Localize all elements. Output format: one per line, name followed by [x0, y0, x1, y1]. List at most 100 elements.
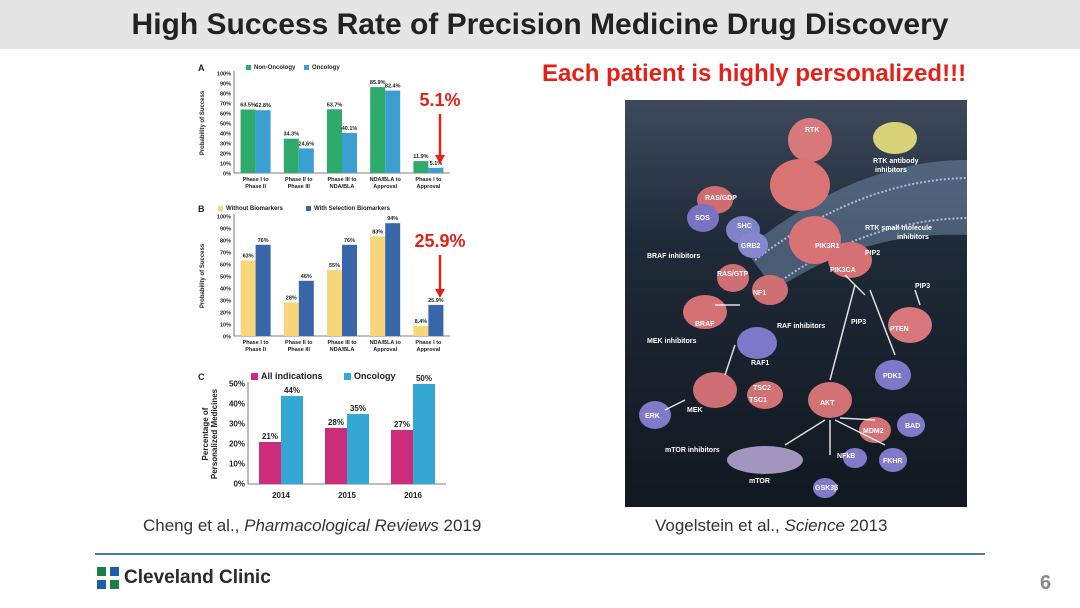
y-tick-label: 70%: [220, 102, 231, 108]
x-tick-label: NDA/BLA to: [370, 177, 402, 183]
right-citation-authors: Vogelstein et al.,: [655, 516, 785, 535]
bar: [370, 236, 386, 336]
y-tick-label: 20%: [220, 152, 231, 158]
svg-text:RTK: RTK: [805, 127, 819, 134]
left-citation-year: 2019: [438, 516, 482, 535]
data-label: 25.9%: [428, 298, 444, 304]
y-tick-label: 30%: [229, 420, 245, 429]
data-label: 63.7%: [327, 102, 343, 108]
svg-text:BAD: BAD: [905, 423, 920, 430]
right-citation-year: 2013: [844, 516, 888, 535]
data-label: 85.9%: [370, 80, 386, 86]
data-label: 27%: [394, 420, 410, 429]
svg-text:RAF1: RAF1: [751, 360, 769, 367]
y-tick-label: 90%: [220, 227, 231, 233]
data-label: 24.6%: [298, 141, 314, 147]
bar: [327, 270, 342, 336]
legend-label: All indications: [261, 371, 323, 381]
svg-text:MEK inhibitors: MEK inhibitors: [647, 338, 696, 345]
y-axis-label: Percentage of: [201, 407, 210, 460]
svg-text:BRAF inhibitors: BRAF inhibitors: [647, 253, 700, 260]
signaling-pathway-figure: RTK RTK antibody inhibitors RTK small-mo…: [625, 100, 967, 507]
y-tick-label: 50%: [229, 380, 245, 389]
data-label: 62.8%: [255, 103, 271, 109]
page-title: High Success Rate of Precision Medicine …: [131, 8, 949, 41]
svg-text:BRAF: BRAF: [695, 321, 715, 328]
left-citation-authors: Cheng et al.,: [143, 516, 245, 535]
y-tick-label: 90%: [220, 82, 231, 88]
highlight-value: 5.1%: [419, 90, 460, 110]
legend-swatch: [344, 373, 351, 380]
data-label: 83%: [372, 229, 383, 235]
legend-label: Oncology: [354, 371, 396, 381]
data-label: 76%: [344, 238, 355, 244]
y-tick-label: 100%: [217, 72, 231, 78]
right-citation: Vogelstein et al., Science 2013: [655, 516, 888, 536]
data-label: 5.1%: [430, 161, 443, 167]
x-tick-label: Phase I to: [243, 340, 270, 346]
cleveland-clinic-logo-icon: [97, 567, 119, 589]
y-tick-label: 80%: [220, 92, 231, 98]
y-tick-label: 60%: [220, 112, 231, 118]
bar: [370, 87, 386, 173]
data-label: 63%: [243, 253, 254, 259]
x-tick-label: Phase I to: [243, 177, 270, 183]
highlight-arrow-head: [435, 289, 445, 298]
y-tick-label: 80%: [220, 239, 231, 245]
svg-text:TSC2: TSC2: [753, 385, 771, 392]
y-tick-label: 40%: [229, 400, 245, 409]
y-axis-label: Probability of Success: [200, 243, 206, 308]
bar: [327, 109, 342, 173]
y-tick-label: 50%: [220, 275, 231, 281]
x-tick-label: Approval: [416, 184, 440, 190]
data-label: 76%: [258, 238, 269, 244]
y-tick-label: 30%: [220, 142, 231, 148]
x-tick-label: Phase II: [245, 347, 266, 353]
legend-label: Non-Oncology: [254, 65, 296, 71]
x-tick-label: Approval: [373, 184, 397, 190]
x-tick-label: Approval: [416, 347, 440, 353]
highlight-arrow-head: [435, 155, 445, 164]
data-label: 50%: [416, 374, 432, 383]
left-citation: Cheng et al., Pharmacological Reviews 20…: [143, 516, 481, 536]
svg-text:PDK1: PDK1: [883, 373, 902, 380]
data-label: 21%: [262, 432, 278, 441]
legend-swatch: [304, 65, 309, 70]
bar: [298, 280, 314, 336]
y-axis-label: Personalized Medicines: [210, 388, 219, 479]
svg-text:inhibitors: inhibitors: [897, 234, 929, 241]
panel-letter: C: [198, 372, 205, 382]
y-tick-label: 0%: [223, 335, 231, 341]
data-label: 28%: [286, 295, 297, 301]
svg-text:SOS: SOS: [695, 215, 710, 222]
data-label: 82.4%: [385, 84, 401, 90]
y-tick-label: 40%: [220, 287, 231, 293]
logo-text: Cleveland Clinic: [124, 567, 271, 588]
bar: [342, 244, 357, 336]
bar: [391, 430, 413, 484]
bar: [283, 138, 299, 173]
data-label: 63.5%: [240, 103, 256, 109]
bar: [385, 223, 401, 336]
y-axis-label: Probability of Success: [200, 90, 206, 155]
x-tick-label: NDA/BLA: [330, 184, 355, 190]
svg-text:RTK small-molecule: RTK small-molecule: [865, 225, 932, 232]
data-label: 28%: [328, 418, 344, 427]
x-tick-label: Phase II to: [285, 340, 313, 346]
svg-text:RAS/GDP: RAS/GDP: [705, 195, 737, 202]
legend-swatch: [251, 373, 258, 380]
svg-text:mTOR: mTOR: [749, 478, 770, 485]
x-tick-label: Phase I to: [415, 177, 442, 183]
pathway-arrows: [664, 274, 921, 455]
svg-text:PTEN: PTEN: [890, 326, 909, 333]
bar: [347, 414, 369, 484]
bar: [428, 167, 444, 173]
protein-blobs: [639, 118, 932, 498]
right-citation-journal: Science: [784, 516, 845, 535]
bar: [255, 244, 271, 336]
data-label: 94%: [387, 216, 398, 222]
y-tick-label: 100%: [217, 215, 231, 221]
legend-swatch: [246, 65, 251, 70]
chart-panel-b: B Without Biomarkers With Selection Biomar…: [198, 204, 466, 353]
data-label: 40.1%: [342, 126, 358, 132]
